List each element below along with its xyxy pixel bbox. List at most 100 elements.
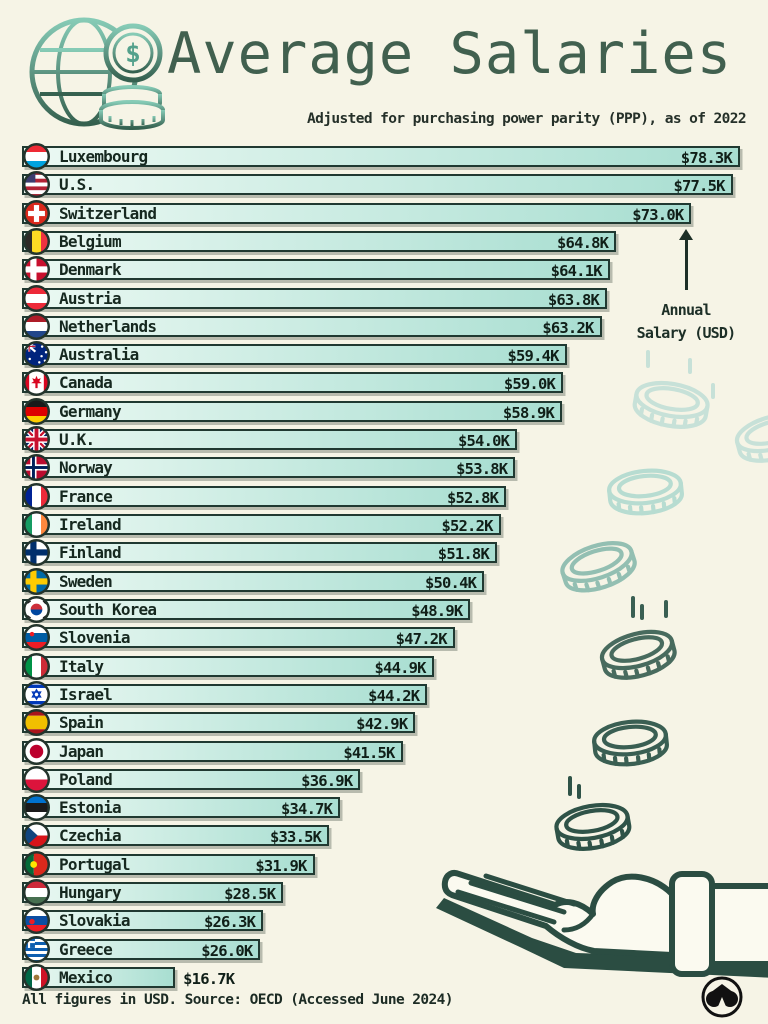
bar-row-netherlands: $63.2K Netherlands xyxy=(22,312,740,340)
country-label: Czechia xyxy=(59,826,122,846)
salary-bar: $59.0K xyxy=(22,372,564,394)
country-label: France xyxy=(59,486,113,506)
salary-bar: $58.9K xyxy=(22,400,563,422)
hand-icon xyxy=(436,870,768,978)
country-label: Hungary xyxy=(59,883,122,903)
country-label: Canada xyxy=(59,373,113,393)
salary-bar: $53.8K xyxy=(22,457,516,479)
salary-value: $41.5K xyxy=(343,743,395,762)
source-note: All figures in USD. Source: OECD (Access… xyxy=(22,992,453,1008)
voronoi-logo-icon xyxy=(701,976,743,1018)
bar-row-france: $52.8K France xyxy=(22,482,740,510)
flag-icon-hungary xyxy=(23,879,50,907)
salary-value: $64.8K xyxy=(557,233,609,252)
salary-bar: $48.9K xyxy=(22,598,471,620)
salary-value: $47.2K xyxy=(395,630,448,649)
salary-value: $58.9K xyxy=(502,403,555,422)
flag-icon-italy xyxy=(23,652,50,680)
country-label: U.K. xyxy=(59,430,95,450)
flag-icon-u-k xyxy=(23,426,50,454)
salary-value: $44.2K xyxy=(368,686,420,705)
salary-value: $36.9K xyxy=(301,771,353,790)
bar-row-estonia: $34.7K Estonia xyxy=(22,794,740,822)
salary-bar: $78.3K xyxy=(22,146,740,167)
country-label: Sweden xyxy=(59,571,113,591)
salary-bar: $31.9K xyxy=(22,853,315,875)
salary-bar: $28.5K xyxy=(22,882,284,904)
salary-value: $63.8K xyxy=(547,290,600,309)
salary-bar: $64.8K xyxy=(22,230,617,252)
salary-value: $77.5K xyxy=(673,177,725,196)
bar-row-czechia: $33.5K Czechia xyxy=(22,822,740,850)
salary-value: $59.4K xyxy=(507,347,559,366)
salary-value: $52.2K xyxy=(441,517,493,536)
flag-icon-poland xyxy=(23,765,50,793)
country-label: Japan xyxy=(59,741,104,761)
country-label: Greece xyxy=(59,939,113,959)
salary-bar: $64.1K xyxy=(22,259,610,281)
bar-row-slovenia: $47.2K Slovenia xyxy=(22,624,740,652)
salary-value: $59.0K xyxy=(503,375,556,394)
salary-bar: $54.0K xyxy=(22,429,518,451)
salary-value: $16.7K xyxy=(183,969,235,988)
salary-bar-chart: $78.3K Luxembourg $77.5K U.S. $73.0K Switzerl… xyxy=(22,143,740,996)
flag-icon-france xyxy=(23,482,50,510)
flag-icon-belgium xyxy=(23,227,50,255)
salary-bar: $63.8K xyxy=(22,287,608,309)
flag-icon-finland xyxy=(23,539,50,567)
flag-icon-denmark xyxy=(23,256,50,284)
country-label: Estonia xyxy=(59,798,122,818)
flag-icon-czechia xyxy=(23,822,50,850)
flag-icon-sweden xyxy=(23,567,50,595)
country-label: Australia xyxy=(59,345,139,365)
country-label: Poland xyxy=(59,769,113,789)
bar-row-finland: $51.8K Finland xyxy=(22,539,740,567)
salary-value: $42.9K xyxy=(356,715,408,734)
country-label: Belgium xyxy=(59,231,122,251)
salary-bar: $41.5K xyxy=(22,740,403,762)
flag-icon-portugal xyxy=(23,850,50,878)
salary-value: $33.5K xyxy=(269,828,322,847)
bar-row-sweden: $50.4K Sweden xyxy=(22,567,740,595)
flag-icon-norway xyxy=(23,454,50,482)
country-label: Italy xyxy=(59,656,104,676)
salary-value: $64.1K xyxy=(550,262,603,281)
country-label: Slovakia xyxy=(59,911,130,931)
country-label: Netherlands xyxy=(59,316,157,336)
bar-row-canada: $59.0K Canada xyxy=(22,369,740,397)
annotation-line1: Annual xyxy=(661,301,711,319)
country-label: Finland xyxy=(59,543,122,563)
flag-icon-japan xyxy=(23,737,50,765)
bar-row-spain: $42.9K Spain xyxy=(22,709,740,737)
bar-row-poland: $36.9K Poland xyxy=(22,765,740,793)
bar-row-u-s: $77.5K U.S. xyxy=(22,171,740,199)
bar-row-hungary: $28.5K Hungary xyxy=(22,879,740,907)
country-label: Germany xyxy=(59,401,122,421)
salary-bar: $59.4K xyxy=(22,344,567,366)
bar-row-italy: $44.9K Italy xyxy=(22,652,740,680)
country-label: U.S. xyxy=(59,175,95,195)
bar-row-japan: $41.5K Japan xyxy=(22,737,740,765)
salary-value: $63.2K xyxy=(542,318,594,337)
salary-value: $31.9K xyxy=(255,856,307,875)
bar-row-u-k: $54.0K U.K. xyxy=(22,426,740,454)
salary-bar: $77.5K xyxy=(22,174,733,196)
country-label: Portugal xyxy=(59,854,130,874)
salary-bar: $47.2K xyxy=(22,627,455,649)
flag-icon-spain xyxy=(23,709,50,737)
salary-bar: $26.0K xyxy=(22,938,261,960)
country-label: Spain xyxy=(59,713,104,733)
flag-icon-estonia xyxy=(23,794,50,822)
salary-value: $48.9K xyxy=(411,601,463,620)
salary-bar: $33.5K xyxy=(22,825,330,847)
flag-icon-australia xyxy=(23,341,50,369)
salary-value: $26.0K xyxy=(201,941,253,960)
country-label: Ireland xyxy=(59,515,122,535)
flag-icon-switzerland xyxy=(23,199,50,227)
up-arrow-line xyxy=(684,240,688,290)
flag-icon-greece xyxy=(23,935,50,963)
bar-row-greece: $26.0K Greece xyxy=(22,935,740,963)
salary-bar: $51.8K xyxy=(22,542,497,564)
page-subtitle: Adjusted for purchasing power parity (PP… xyxy=(306,111,747,127)
page-title: Average Salaries xyxy=(167,21,733,87)
